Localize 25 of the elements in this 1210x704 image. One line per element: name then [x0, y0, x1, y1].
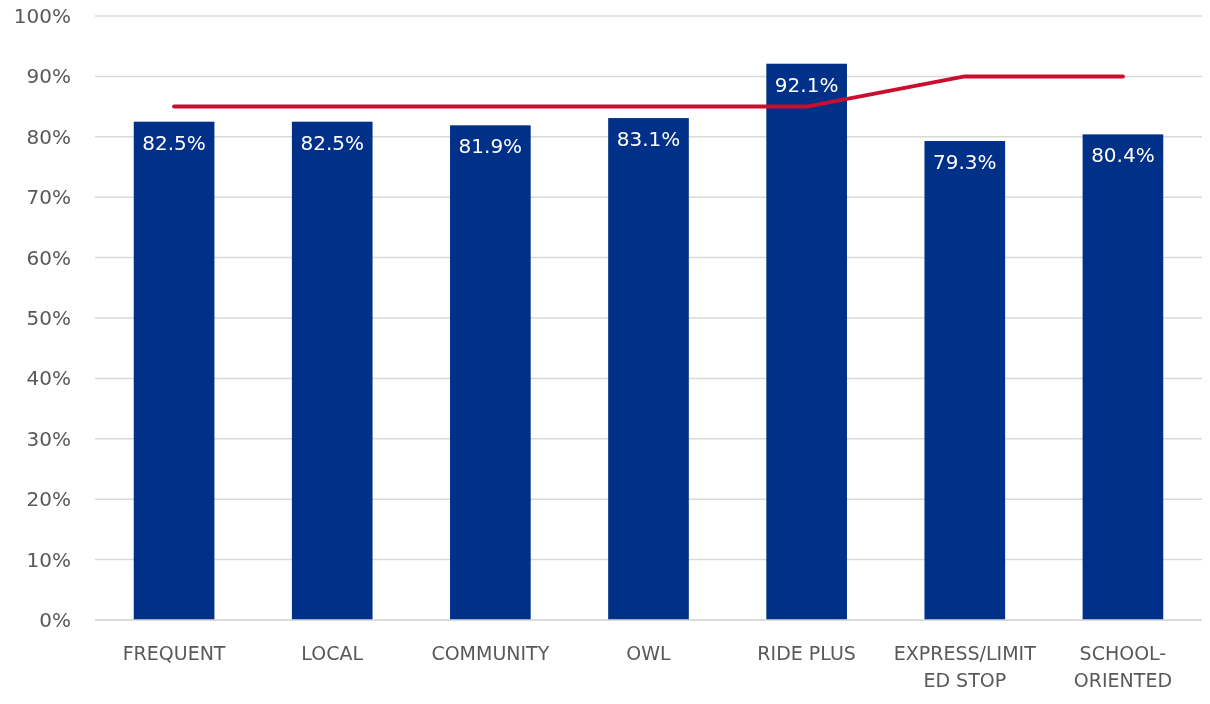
data-label: 92.1%: [774, 72, 839, 97]
x-tick-label: FREQUENT: [122, 642, 226, 664]
x-tick-label: RIDE PLUS: [757, 642, 856, 664]
y-tick-label: 90%: [26, 64, 71, 89]
data-label: 82.5%: [142, 130, 206, 155]
x-tick-label: EXPRESS/LIMITED STOP: [893, 642, 1037, 691]
y-tick-label: 50%: [26, 306, 71, 330]
y-tick-label: 20%: [26, 487, 71, 512]
data-label: 81.9%: [458, 134, 523, 159]
y-tick-label: 10%: [26, 547, 71, 572]
y-tick-label: 0%: [39, 608, 71, 632]
x-tick-label: SCHOOL-ORIENTED: [1073, 642, 1173, 691]
x-tick-label: COMMUNITY: [431, 642, 550, 664]
data-label: 79.3%: [933, 150, 997, 175]
y-tick-label: 70%: [26, 185, 71, 210]
y-tick-label: 30%: [26, 426, 71, 451]
y-tick-label: 100%: [13, 4, 71, 28]
y-tick-label: 80%: [26, 124, 71, 149]
y-tick-label: 60%: [26, 245, 71, 270]
data-label: 82.5%: [300, 130, 364, 155]
x-tick-label: OWL: [626, 642, 672, 664]
data-label: 83.1%: [616, 127, 681, 152]
x-tick-label: LOCAL: [301, 642, 364, 664]
y-tick-label: 40%: [26, 366, 71, 391]
data-label: 80.4%: [1091, 143, 1155, 168]
